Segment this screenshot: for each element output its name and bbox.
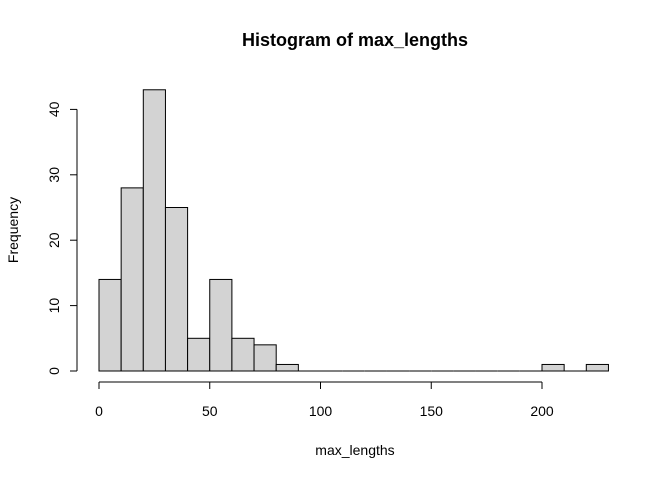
x-axis-label: max_lengths bbox=[315, 442, 394, 458]
histogram-bar-80-90 bbox=[275, 363, 299, 372]
histogram-bar-220-230 bbox=[585, 363, 609, 372]
x-tick-label-200: 200 bbox=[530, 403, 554, 419]
x-tick-label-0: 0 bbox=[95, 403, 103, 419]
y-axis-label: Frequency bbox=[5, 197, 21, 263]
y-tick-label-20: 20 bbox=[46, 232, 62, 248]
x-tick-label-100: 100 bbox=[309, 403, 333, 419]
y-tick-label-10: 10 bbox=[46, 298, 62, 314]
y-axis: 0 10 20 30 40 bbox=[46, 101, 78, 375]
x-tick-label-150: 150 bbox=[420, 403, 444, 419]
histogram-bar-20-30 bbox=[142, 89, 166, 372]
y-tick-label-30: 30 bbox=[46, 167, 62, 183]
y-tick-label-40: 40 bbox=[46, 101, 62, 117]
histogram-bar-50-60 bbox=[209, 278, 233, 372]
x-axis: 0 50 100 150 200 bbox=[95, 381, 554, 419]
histogram-bar-0-10 bbox=[98, 278, 122, 372]
histogram-bar-70-80 bbox=[253, 344, 277, 372]
histogram-bar-10-20 bbox=[120, 187, 144, 372]
histogram-bar-30-40 bbox=[164, 207, 189, 372]
y-tick-label-0: 0 bbox=[46, 367, 62, 375]
chart-title: Histogram of max_lengths bbox=[242, 30, 468, 50]
histogram-bar-60-70 bbox=[231, 337, 255, 372]
bars-group bbox=[98, 89, 609, 372]
histogram-bar-40-50 bbox=[187, 337, 211, 372]
x-tick-label-50: 50 bbox=[202, 403, 218, 419]
histogram-bar-200-210 bbox=[541, 363, 565, 372]
